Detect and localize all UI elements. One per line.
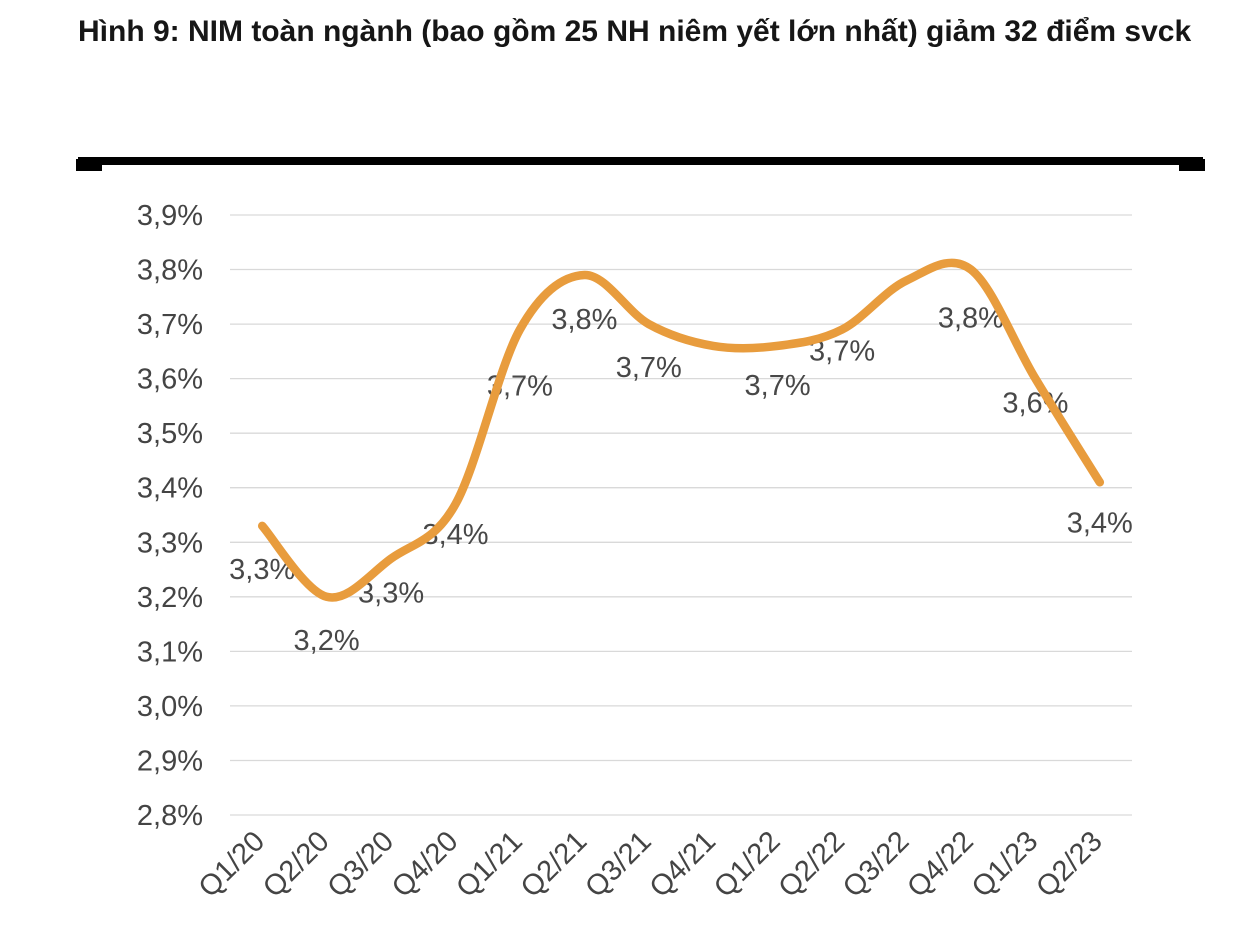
data-label: 3,8% <box>938 303 1004 335</box>
data-label: 3,4% <box>1067 507 1133 539</box>
data-label: 3,7% <box>745 370 811 402</box>
series <box>257 258 1105 602</box>
x-tick-label: Q2/21 <box>515 825 593 903</box>
x-tick-label: Q3/21 <box>579 825 657 903</box>
y-tick-label: 3,6% <box>137 364 203 396</box>
gridlines <box>230 214 1132 816</box>
data-labels: 3,3%3,2%3,3%3,4%3,7%3,8%3,7%3,7%3,7%3,8%… <box>229 303 1133 657</box>
y-tick-label: 3,7% <box>137 309 203 341</box>
nim-series-line <box>257 258 1105 602</box>
y-axis-labels: 3,9% 3,8% 3,7% 3,6% 3,5% 3,4% 3,3% 3,2% 3,1% 3,0%… <box>137 200 203 832</box>
x-tick-label: Q1/20 <box>193 825 271 903</box>
title-divider <box>76 157 1205 171</box>
data-label: 3,3% <box>358 578 424 610</box>
x-tick-label: Q3/22 <box>837 825 915 903</box>
data-label: 3,2% <box>294 625 360 657</box>
y-tick-label: 3,4% <box>137 473 203 505</box>
y-tick-label: 3,2% <box>137 582 203 614</box>
y-tick-label: 2,9% <box>137 746 203 778</box>
data-label: 3,8% <box>551 304 617 336</box>
y-tick-label: 3,3% <box>137 527 203 559</box>
x-tick-label: Q1/21 <box>450 825 528 903</box>
y-tick-label: 3,1% <box>137 636 203 668</box>
data-label: 3,7% <box>616 352 682 384</box>
x-tick-label: Q1/23 <box>966 825 1044 903</box>
x-tick-label: Q4/20 <box>386 825 464 903</box>
y-tick-label: 3,8% <box>137 255 203 287</box>
x-tick-label: Q1/22 <box>708 825 786 903</box>
y-tick-label: 2,8% <box>137 800 203 832</box>
x-tick-label: Q2/23 <box>1030 825 1108 903</box>
x-tick-label: Q2/20 <box>257 825 335 903</box>
y-tick-label: 3,9% <box>137 200 203 232</box>
x-tick-label: Q3/20 <box>322 825 400 903</box>
y-tick-label: 3,0% <box>137 691 203 723</box>
x-tick-label: Q4/22 <box>901 825 979 903</box>
x-axis-labels: Q1/20Q2/20Q3/20Q4/20Q1/21Q2/21Q3/21Q4/21… <box>193 825 1109 903</box>
y-tick-label: 3,5% <box>137 418 203 450</box>
figure-title: Hình 9: NIM toàn ngành (bao gồm 25 NH ni… <box>78 15 1192 48</box>
x-tick-label: Q2/22 <box>773 825 851 903</box>
x-tick-label: Q4/21 <box>644 825 722 903</box>
